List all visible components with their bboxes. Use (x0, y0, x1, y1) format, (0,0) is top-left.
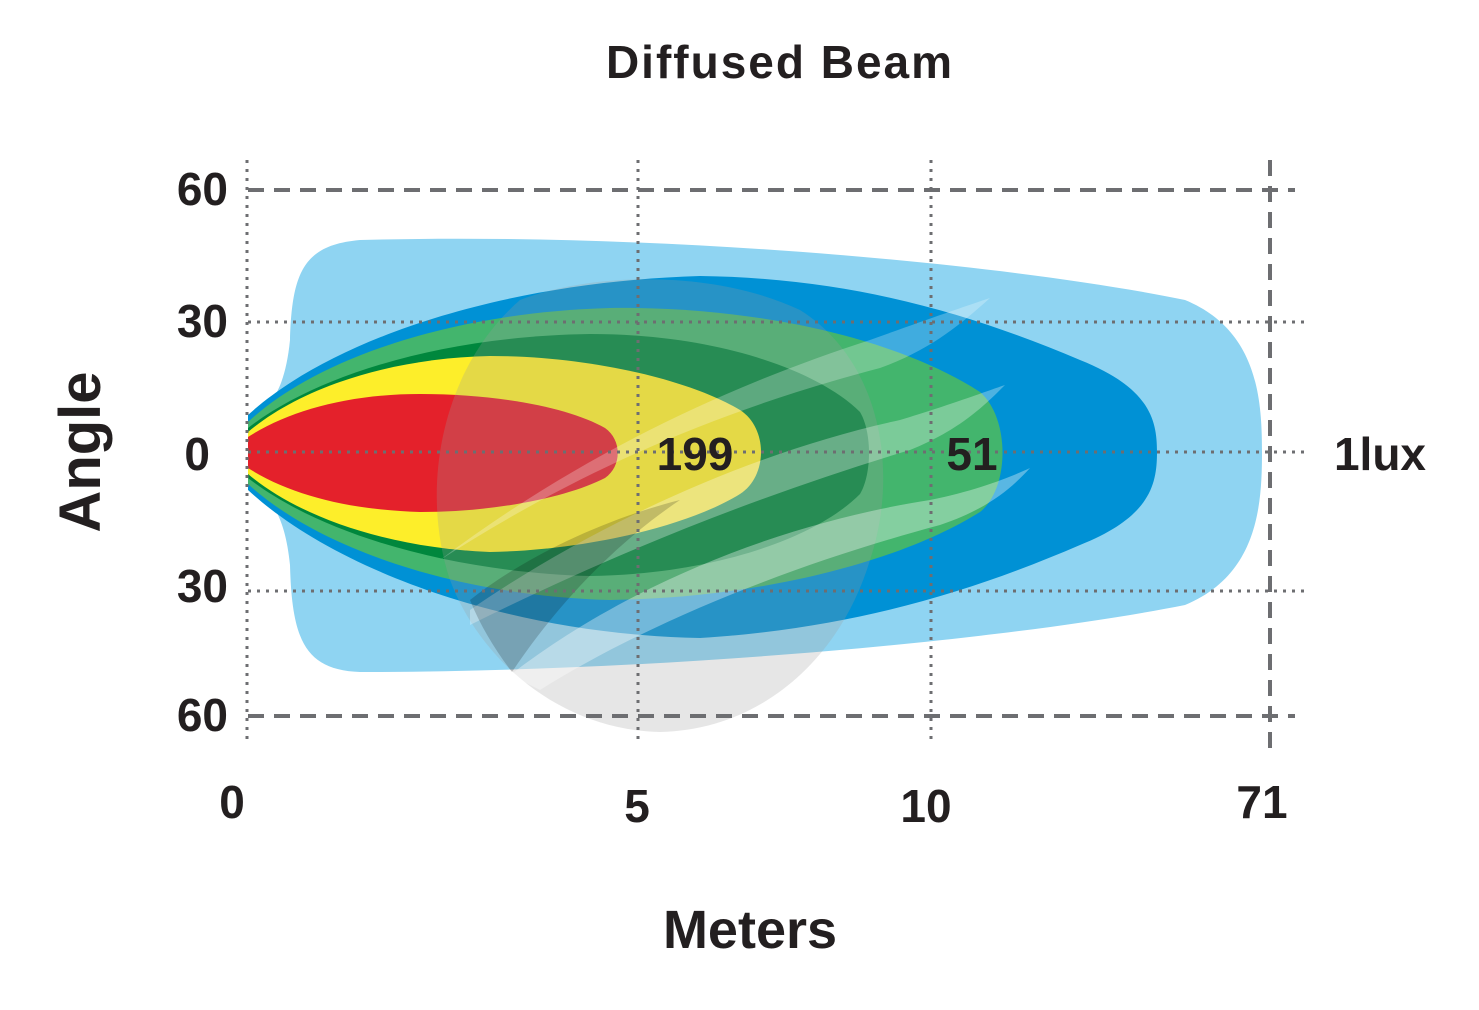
grid (245, 160, 1310, 748)
reflector-overlay (436, 279, 1030, 732)
beam-label-1lux: 1lux (1334, 428, 1426, 480)
chart-title: Diffused Beam (606, 36, 954, 88)
y-tick-label: 60 (177, 163, 228, 215)
y-tick-label: 30 (177, 295, 228, 347)
x-tick-label: 0 (219, 776, 245, 828)
y-tick-label: 60 (177, 689, 228, 741)
beam-label-51: 51 (946, 428, 997, 480)
x-axis-label: Meters (663, 900, 837, 960)
x-tick-label: 5 (624, 780, 650, 832)
y-tick-label: 30 (177, 560, 228, 612)
y-tick-label: 0 (184, 428, 210, 480)
x-tick-label: 71 (1236, 776, 1287, 828)
zone-red (248, 394, 618, 512)
beam-label-199: 199 (657, 428, 734, 480)
x-tick-label: 10 (900, 780, 951, 832)
y-axis-label: Angle (48, 371, 113, 532)
